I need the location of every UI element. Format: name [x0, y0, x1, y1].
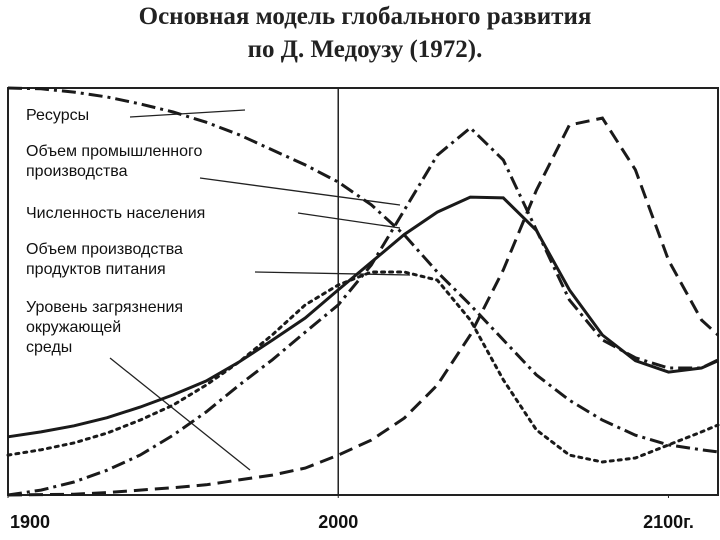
leader-line [297, 212, 401, 229]
series-line [6, 270, 720, 464]
series-line [7, 195, 719, 439]
legend-label: Объем промышленного производства [26, 143, 203, 180]
x-tick-label: 2100г. [643, 512, 694, 532]
x-tick-label: 2000 [318, 512, 358, 532]
legend-label: Объем производства продуктов питания [26, 241, 183, 278]
series-line [7, 86, 719, 454]
series-line [7, 125, 719, 497]
x-tick-label: 1900 [10, 512, 50, 532]
plot-frame [7, 87, 719, 496]
leader-line [254, 271, 411, 276]
leader-line [129, 109, 246, 118]
leader-line [199, 177, 401, 206]
legend-label: Уровень загрязнения окружающей среды [26, 299, 184, 356]
chart-title: Основная модель глобального развития [139, 3, 592, 30]
leader-line [109, 357, 251, 471]
legend-label: Ресурсы [26, 107, 90, 124]
legend-label: Численность населения [26, 205, 206, 222]
chart-subtitle: по Д. Медоузу (1972). [248, 36, 483, 63]
series-line [7, 116, 720, 497]
